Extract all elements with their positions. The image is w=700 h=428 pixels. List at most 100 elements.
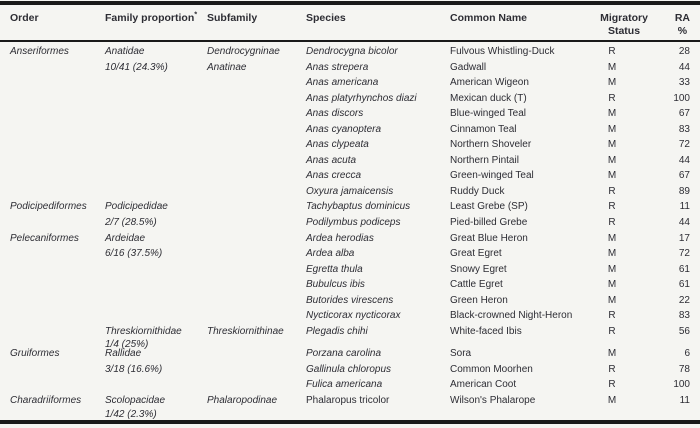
family-proportion-cell <box>105 308 207 324</box>
migratory-status-value: M <box>607 248 617 260</box>
common-name-cell: Green-winged Teal <box>450 168 582 184</box>
migratory-status-value: M <box>607 395 617 407</box>
migratory-status-value: R <box>608 310 616 322</box>
ra-value: 83 <box>678 123 690 135</box>
family-value <box>105 184 207 200</box>
migratory-status-cell: R <box>582 199 642 215</box>
subfamily-cell <box>207 153 306 169</box>
species-cell: Anas clypeata <box>306 137 450 153</box>
species-cell: Phalaropus tricolor <box>306 393 450 409</box>
subfamily-cell <box>207 137 306 153</box>
order-value <box>10 262 105 278</box>
common-name-cell: Black-crowned Night-Heron <box>450 308 582 324</box>
species-cell: Dendrocygna bicolor <box>306 44 450 60</box>
species-value: Anas crecca <box>306 170 362 182</box>
order-cell <box>10 75 105 91</box>
family-value <box>105 377 207 393</box>
ra-value: 11 <box>679 395 690 407</box>
common-name-value: Blue-winged Teal <box>450 108 526 120</box>
migratory-status-cell: M <box>582 277 642 293</box>
common-name-value: Black-crowned Night-Heron <box>450 310 573 322</box>
species-cell: Oxyura jamaicensis <box>306 184 450 200</box>
ra-value: 72 <box>678 139 690 151</box>
table-row: Pelecaniformes Ardeidae Ardea herodias G… <box>0 231 700 247</box>
species-cell: Ardea herodias <box>306 231 450 247</box>
subfamily-cell <box>207 277 306 293</box>
migratory-status-cell: M <box>582 60 642 76</box>
family-proportion-cell <box>105 106 207 122</box>
order-cell <box>10 168 105 184</box>
ra-value: 67 <box>678 170 690 182</box>
order-value <box>10 75 105 91</box>
migratory-status-value: R <box>608 46 616 57</box>
common-name-value: Fulvous Whistling-Duck <box>450 46 555 57</box>
table-row: Nycticorax nycticorax Black-crowned Nigh… <box>0 308 700 324</box>
table-row: Egretta thula Snowy Egret M 61 <box>0 262 700 278</box>
header-migratory-line1: Migratory <box>600 12 648 24</box>
order-value <box>10 184 105 200</box>
order-cell: Anseriformes <box>10 44 105 60</box>
common-name-cell: Great Egret <box>450 246 582 262</box>
header-common-name: Common Name <box>450 12 582 38</box>
ra-cell: 78 <box>642 362 690 378</box>
ra-cell: 11 <box>642 199 690 215</box>
order-cell <box>10 246 105 262</box>
ra-cell: 6 <box>642 346 690 362</box>
species-cell: Gallinula chloropus <box>306 362 450 378</box>
order-cell <box>10 377 105 393</box>
common-name-cell: Northern Pintail <box>450 153 582 169</box>
order-value <box>10 362 105 378</box>
common-name-value: Green-winged Teal <box>450 170 534 182</box>
family-value: 10/41 (24.3%) <box>105 61 168 73</box>
table-row: 3/18 (16.6%) Gallinula chloropus Common … <box>0 362 700 378</box>
common-name-value: Snowy Egret <box>450 263 507 275</box>
migratory-status-value: M <box>607 108 617 120</box>
ra-cell: 17 <box>642 231 690 247</box>
order-value <box>10 377 105 393</box>
table-body: Anseriformes Anatidae Dendrocygninae Den… <box>0 44 700 420</box>
ra-cell: 44 <box>642 60 690 76</box>
family-value: Scolopacidae <box>105 395 166 407</box>
family-value <box>105 262 207 278</box>
header-common-name-label: Common Name <box>450 12 528 24</box>
family-proportion-cell: Podicipedidae <box>105 199 207 215</box>
common-name-value: Pied-billed Grebe <box>450 217 528 229</box>
migratory-status-value: M <box>607 294 617 306</box>
ra-value: 44 <box>678 154 690 166</box>
table-row: Anseriformes Anatidae Dendrocygninae Den… <box>0 44 700 60</box>
family-value: Threskiornithidae <box>105 325 182 337</box>
family-proportion-cell: 6/16 (37.5%) <box>105 246 207 262</box>
migratory-status-value: M <box>607 154 617 166</box>
ra-value: 56 <box>678 325 690 337</box>
common-name-cell: Least Grebe (SP) <box>450 199 582 215</box>
migratory-status-cell: M <box>582 168 642 184</box>
family-value: 3/18 (16.6%) <box>105 363 163 375</box>
species-value: Ardea alba <box>306 248 355 260</box>
species-value: Phalaropus tricolor <box>306 395 390 407</box>
order-cell <box>10 215 105 231</box>
species-value: Plegadis chihi <box>306 325 368 337</box>
order-cell <box>10 122 105 138</box>
family-value <box>105 277 207 293</box>
header-ra-line1: RA <box>674 12 690 24</box>
family-proportion-cell: 3/18 (16.6%) <box>105 362 207 378</box>
order-value: Podicipediformes <box>10 201 87 213</box>
table-row: Anas acuta Northern Pintail M 44 <box>0 153 700 169</box>
migratory-status-cell: M <box>582 122 642 138</box>
migratory-status-value: M <box>607 77 617 89</box>
common-name-cell: Cinnamon Teal <box>450 122 582 138</box>
ra-value: 28 <box>678 46 690 57</box>
family-proportion-cell: Anatidae <box>105 44 207 60</box>
ra-value: 100 <box>673 92 690 104</box>
subfamily-cell <box>207 122 306 138</box>
migratory-status-value: M <box>607 123 617 135</box>
common-name-cell: Cattle Egret <box>450 277 582 293</box>
order-cell <box>10 91 105 107</box>
subfamily-cell <box>207 246 306 262</box>
common-name-value: Great Blue Heron <box>450 232 528 244</box>
family-proportion-cell <box>105 153 207 169</box>
subfamily-value: Dendrocygninae <box>207 46 280 57</box>
order-value <box>10 293 105 309</box>
species-value: Porzana carolina <box>306 348 382 360</box>
subfamily-value: Threskiornithinae <box>207 325 284 337</box>
